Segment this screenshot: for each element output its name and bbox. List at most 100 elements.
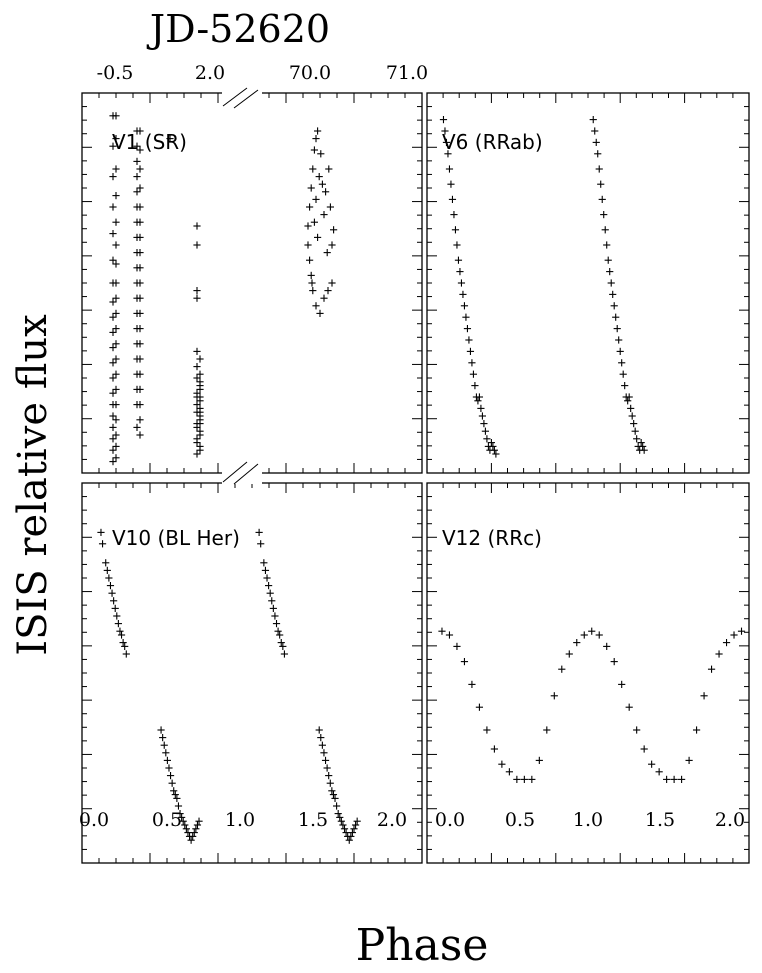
data-point bbox=[112, 325, 120, 333]
data-point bbox=[136, 401, 144, 409]
data-point bbox=[109, 313, 117, 321]
data-point bbox=[271, 612, 279, 620]
data-point bbox=[119, 639, 127, 647]
data-point bbox=[489, 442, 497, 450]
data-point bbox=[279, 642, 287, 650]
data-point bbox=[317, 734, 325, 742]
data-point bbox=[193, 435, 201, 443]
data-point bbox=[174, 802, 183, 810]
data-point bbox=[109, 359, 117, 367]
data-point bbox=[655, 768, 663, 776]
data-point bbox=[474, 397, 482, 405]
data-point bbox=[604, 256, 612, 264]
data-point bbox=[350, 825, 358, 833]
data-point bbox=[627, 404, 635, 412]
data-point bbox=[483, 435, 491, 443]
data-point bbox=[109, 389, 117, 397]
data-point bbox=[263, 574, 271, 582]
data-point bbox=[625, 393, 633, 401]
data-point bbox=[328, 279, 336, 287]
data-point bbox=[196, 446, 204, 454]
data-point bbox=[439, 116, 448, 124]
data-point bbox=[624, 397, 632, 405]
data-point bbox=[339, 821, 347, 829]
data-point bbox=[310, 218, 318, 226]
data-point bbox=[112, 309, 120, 317]
data-point bbox=[189, 832, 197, 840]
data-point bbox=[310, 146, 318, 154]
data-point bbox=[160, 741, 168, 749]
top-tick-labels: -0.5 2.0 70.0 71.0 bbox=[97, 62, 428, 84]
data-point bbox=[487, 439, 495, 447]
data-point bbox=[184, 829, 192, 837]
data-point bbox=[315, 173, 323, 181]
data-point bbox=[196, 412, 204, 420]
data-point bbox=[505, 768, 513, 776]
data-point bbox=[490, 446, 498, 454]
data-point bbox=[463, 325, 472, 333]
data-point bbox=[459, 290, 467, 298]
x-axis-title: Phase bbox=[356, 920, 489, 971]
data-point bbox=[492, 450, 500, 458]
data-point bbox=[565, 650, 573, 658]
data-point bbox=[136, 184, 144, 192]
data-point bbox=[109, 458, 117, 466]
data-point bbox=[269, 604, 277, 612]
data-point bbox=[678, 775, 686, 783]
data-point bbox=[618, 359, 626, 367]
data-point bbox=[133, 188, 141, 196]
data-point bbox=[630, 420, 638, 428]
data-point bbox=[168, 779, 176, 787]
data-point bbox=[700, 692, 708, 700]
data-point bbox=[528, 775, 536, 783]
data-point bbox=[277, 639, 285, 647]
data-point bbox=[195, 817, 203, 825]
top-tick-label: -0.5 bbox=[97, 62, 134, 84]
data-point bbox=[640, 446, 648, 454]
data-point bbox=[109, 203, 117, 211]
data-point bbox=[105, 574, 113, 582]
data-point bbox=[543, 726, 551, 734]
data-point bbox=[136, 218, 144, 226]
data-point bbox=[136, 279, 144, 287]
data-point bbox=[109, 328, 117, 336]
data-point bbox=[447, 180, 455, 188]
data-point bbox=[306, 203, 314, 211]
data-point bbox=[621, 382, 629, 390]
top-axis-title: JD-52620 bbox=[146, 7, 330, 51]
bottom-tick-label: 0.5 bbox=[505, 809, 535, 831]
data-point bbox=[193, 401, 201, 409]
data-point bbox=[196, 427, 204, 435]
data-point bbox=[163, 756, 171, 764]
data-point bbox=[456, 268, 464, 276]
data-point bbox=[480, 420, 488, 428]
data-point bbox=[737, 627, 746, 635]
data-point bbox=[550, 692, 558, 700]
data-point bbox=[613, 325, 621, 333]
data-point bbox=[595, 165, 603, 173]
data-point bbox=[312, 195, 320, 203]
data-point bbox=[109, 173, 117, 181]
data-point bbox=[136, 340, 144, 348]
data-point bbox=[317, 150, 325, 158]
data-point bbox=[136, 264, 144, 272]
bottom-tick-label: 2.0 bbox=[715, 809, 745, 831]
data-point bbox=[326, 779, 334, 787]
data-point bbox=[340, 825, 349, 833]
data-point bbox=[102, 559, 110, 567]
data-point bbox=[109, 446, 117, 454]
data-point bbox=[633, 726, 641, 734]
data-point bbox=[468, 680, 476, 688]
data-point bbox=[114, 620, 122, 628]
data-point bbox=[112, 370, 120, 378]
data-point bbox=[453, 642, 461, 650]
panel-label-v6: V6 (RRab) bbox=[442, 130, 543, 154]
data-point bbox=[469, 370, 478, 378]
data-point bbox=[639, 442, 647, 450]
data-point bbox=[324, 287, 332, 295]
data-point bbox=[112, 385, 120, 393]
data-point bbox=[321, 756, 330, 764]
data-point bbox=[112, 279, 120, 287]
data-point bbox=[462, 313, 470, 321]
